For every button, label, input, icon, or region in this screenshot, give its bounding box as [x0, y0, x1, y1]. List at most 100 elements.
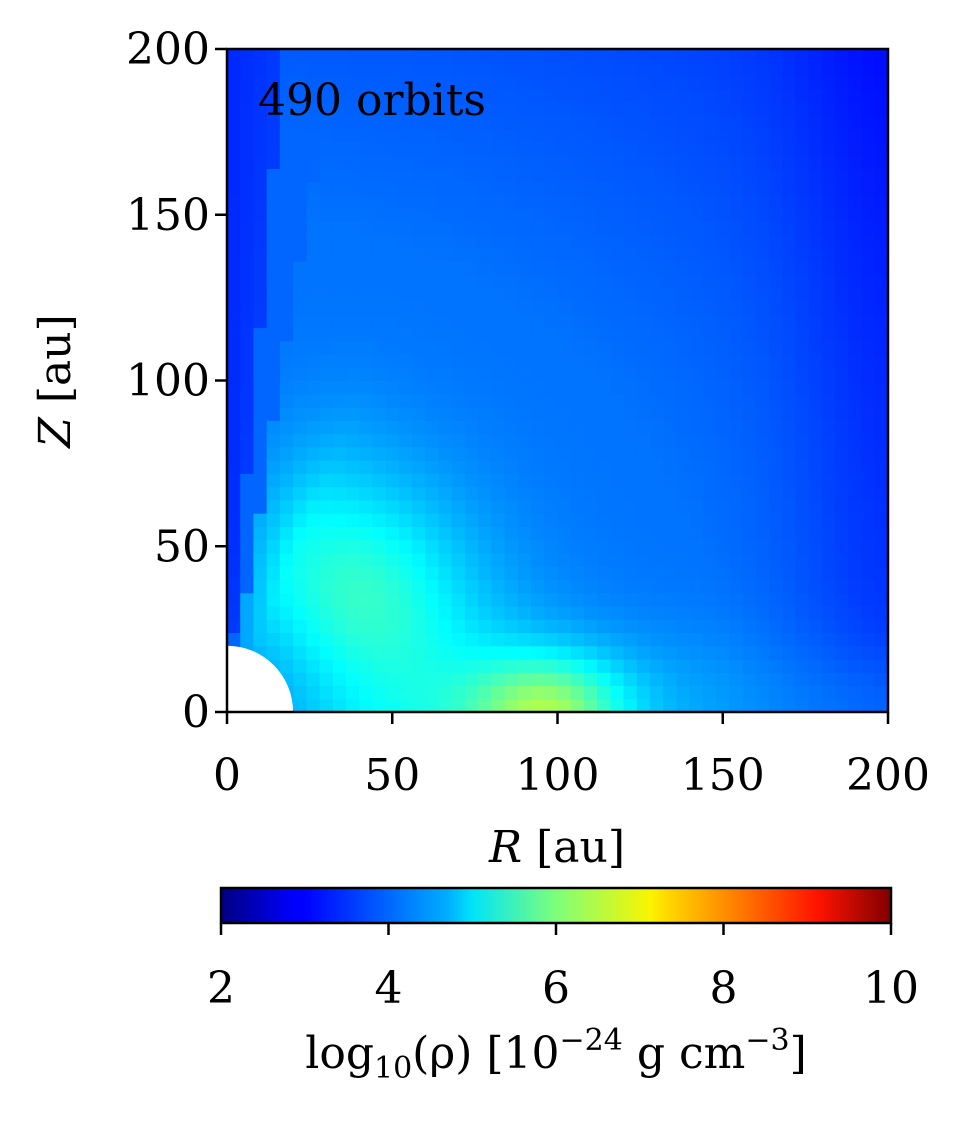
heatmap-cell [636, 658, 651, 673]
heatmap-cell [398, 698, 413, 712]
heatmap-cell [597, 274, 611, 289]
heatmap-cell [504, 353, 519, 368]
heatmap-cell [266, 141, 281, 156]
heatmap-cell [861, 234, 876, 249]
heatmap-cell [742, 552, 757, 567]
heatmap-cell [412, 672, 426, 687]
heatmap-cell [385, 460, 400, 474]
heatmap-cell [425, 407, 440, 421]
heatmap-cell [583, 460, 598, 474]
heatmap-cell [716, 274, 730, 289]
heatmap-cell [332, 49, 347, 63]
heatmap-cell [451, 353, 466, 368]
heatmap-cell [398, 168, 413, 183]
heatmap-cell [425, 208, 440, 222]
heatmap-cell [293, 155, 307, 169]
heatmap-cell [319, 460, 334, 474]
heatmap-cell [808, 367, 823, 382]
heatmap-cell [689, 102, 704, 116]
heatmap-cell [372, 645, 387, 660]
heatmap-cell [478, 632, 492, 647]
heatmap-cell [359, 261, 374, 276]
heatmap-cell [861, 181, 876, 196]
heatmap-cell [769, 685, 783, 700]
heatmap-cell [808, 645, 823, 660]
heatmap-cell [319, 234, 334, 249]
heatmap-cell [266, 168, 281, 183]
heatmap-cell [478, 49, 492, 63]
heatmap-cell [372, 88, 387, 103]
heatmap-cell [491, 49, 506, 63]
heatmap-cell [597, 698, 611, 712]
heatmap-cell [332, 300, 347, 315]
heatmap-cell [425, 619, 440, 634]
heatmap-cell [517, 685, 532, 700]
heatmap-cell [702, 592, 717, 607]
heatmap-cell [544, 287, 559, 302]
heatmap-cell [716, 340, 730, 355]
heatmap-cell [716, 579, 730, 594]
heatmap-cell [345, 168, 360, 183]
heatmap-cell [610, 526, 625, 541]
heatmap-cell [716, 155, 730, 169]
heatmap-cell [345, 62, 360, 77]
heatmap-cell [332, 460, 347, 474]
heatmap-cell [795, 102, 810, 116]
heatmap-cell [398, 526, 413, 541]
heatmap-cell [702, 75, 717, 90]
heatmap-cell [531, 473, 545, 488]
heatmap-cell [359, 446, 374, 461]
heatmap-cell [227, 552, 241, 567]
heatmap-cell [517, 592, 532, 607]
heatmap-cell [425, 221, 440, 236]
heatmap-cell [491, 393, 506, 408]
heatmap-cell [729, 672, 744, 687]
heatmap-cell [663, 380, 678, 395]
heatmap-cell [769, 247, 783, 262]
heatmap-cell [240, 141, 255, 156]
heatmap-cell [332, 645, 347, 660]
heatmap-cell [570, 698, 585, 712]
heatmap-cell [412, 261, 426, 276]
heatmap-cell [610, 566, 625, 580]
heatmap-cell [517, 194, 532, 209]
heatmap-cell [729, 88, 744, 103]
heatmap-cell [227, 380, 241, 395]
heatmap-cell [782, 513, 797, 527]
heatmap-cell [861, 632, 876, 647]
heatmap-cell [359, 367, 374, 382]
heatmap-cell [835, 552, 849, 567]
heatmap-cell [861, 247, 876, 262]
heatmap-cell [491, 592, 506, 607]
heatmap-cell [570, 314, 585, 329]
heatmap-cell [874, 88, 888, 103]
heatmap-cell [531, 115, 545, 130]
heatmap-cell [769, 287, 783, 302]
heatmap-cell [517, 208, 532, 222]
heatmap-cell [385, 340, 400, 355]
heatmap-cell [742, 579, 757, 594]
heatmap-cell [716, 698, 730, 712]
heatmap-cell [306, 685, 321, 700]
heatmap-cell [808, 128, 823, 143]
heatmap-cell [610, 115, 625, 130]
heatmap-cell [544, 102, 559, 116]
heatmap-cell [478, 420, 492, 435]
heatmap-cell [835, 605, 849, 620]
heatmap-cell [583, 579, 598, 594]
heatmap-cell [676, 672, 691, 687]
heatmap-cell [689, 645, 704, 660]
heatmap-cell [795, 393, 810, 408]
heatmap-cell [438, 75, 453, 90]
heatmap-cell [702, 353, 717, 368]
heatmap-cell [663, 287, 678, 302]
heatmap-cell [293, 274, 307, 289]
heatmap-cell [359, 287, 374, 302]
heatmap-cell [253, 221, 268, 236]
heatmap-cell [808, 460, 823, 474]
heatmap-cell [636, 168, 651, 183]
heatmap-cell [742, 327, 757, 342]
heatmap-cell [253, 486, 268, 501]
heatmap-cell [663, 62, 678, 77]
heatmap-cell [702, 539, 717, 554]
